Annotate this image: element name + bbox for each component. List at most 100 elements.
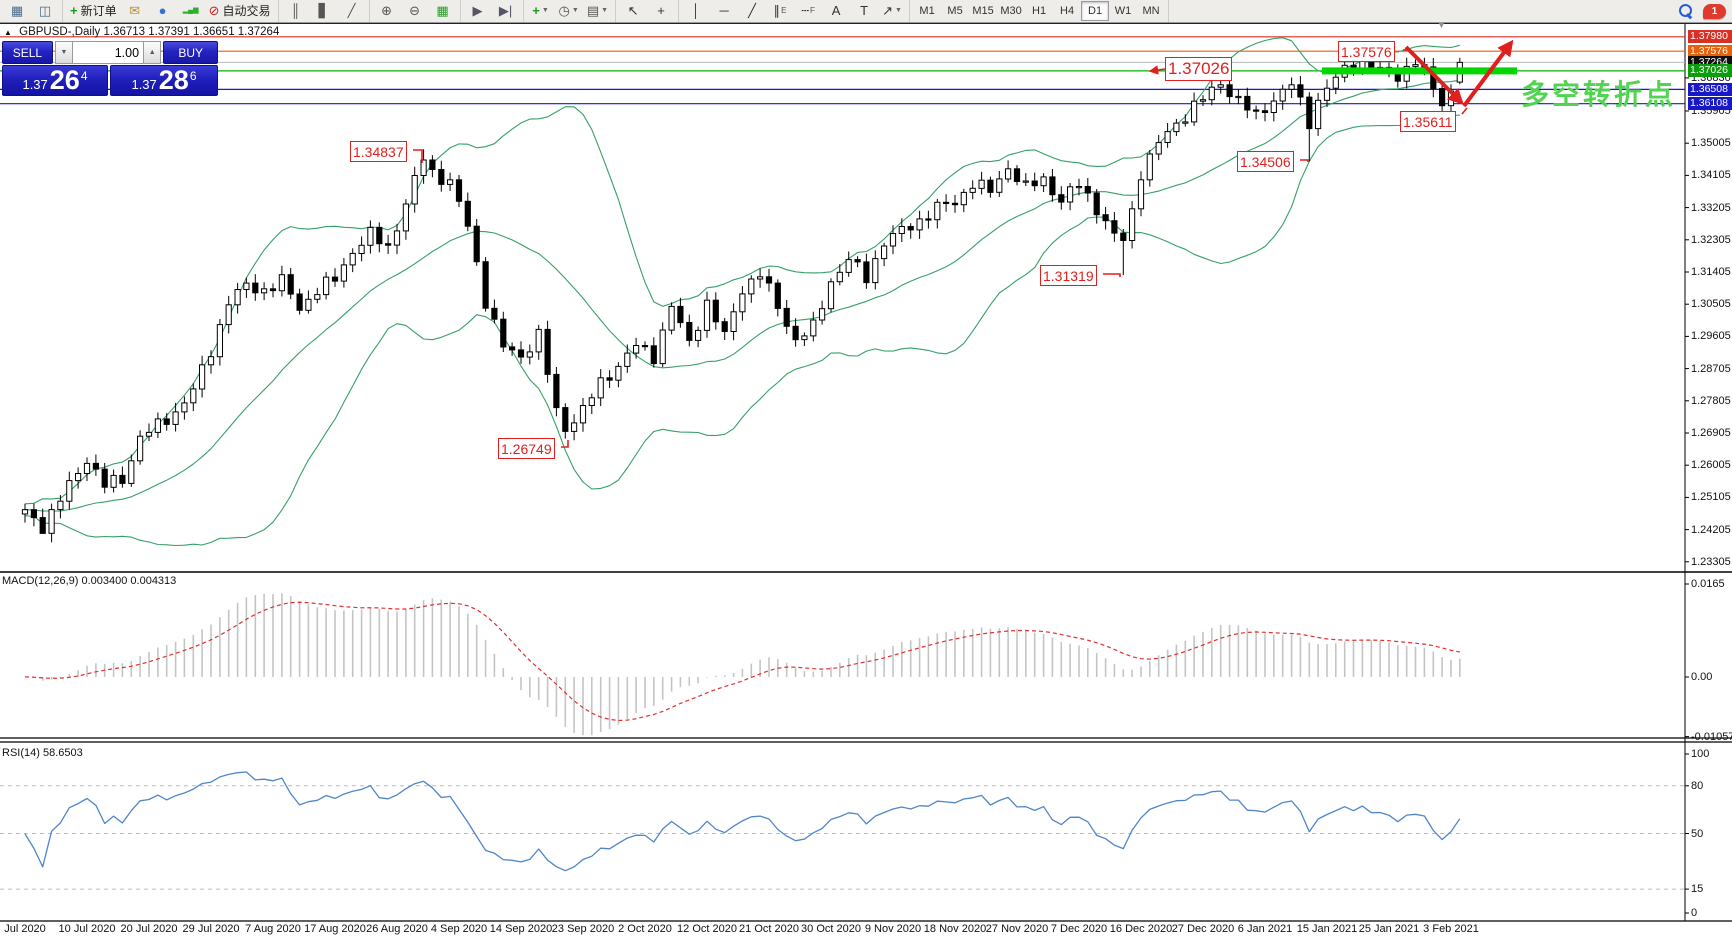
vertical-line-icon[interactable]: │ <box>683 1 709 21</box>
buy-price-sup: 6 <box>189 69 197 83</box>
timeframe-button-D1[interactable]: D1 <box>1081 1 1110 21</box>
auto-scroll-icon[interactable]: ▶ <box>465 1 491 21</box>
timeframe-button-M30[interactable]: M30 <box>1000 5 1022 17</box>
period-icon[interactable]: ◷ ▼ <box>558 3 579 18</box>
date-axis-label: 6 Jan 2021 <box>1237 923 1293 935</box>
add-indicator-icon[interactable]: + ▼ <box>532 3 549 18</box>
label-icon: T <box>860 3 869 18</box>
notification-badge[interactable]: 1 <box>1703 3 1726 19</box>
chart-preview-icon[interactable]: ◫ <box>32 1 58 21</box>
candlestick-icon: ▋ <box>318 3 329 18</box>
tile-windows-icon[interactable]: ▦ <box>430 1 456 21</box>
price-axis-tick: 1.29605 <box>1691 330 1731 343</box>
search-handle <box>1686 13 1693 20</box>
chart-area[interactable]: ▼ ▲ GBPUSD-,Daily 1.36713 1.37391 1.3665… <box>0 20 1732 940</box>
mail-icon[interactable]: ✉ <box>122 1 148 21</box>
price-axis-tick: 1.34105 <box>1691 169 1731 182</box>
symbol-marker-icon: ▲ <box>4 28 12 37</box>
fibonacci-icon[interactable]: ┄ F <box>801 3 815 18</box>
label-icon[interactable]: T <box>851 1 877 21</box>
toolbar-group: + 新订单 ✉ ● ▂▄▆ ⊘ 自动交易 <box>63 0 279 22</box>
price-line-tag[interactable]: 1.37576 <box>1688 44 1732 58</box>
price-axis-tick: 1.25105 <box>1691 491 1731 504</box>
timeframe-button-M1[interactable]: M1 <box>919 5 935 17</box>
channel-icon[interactable]: ∥ E <box>773 3 787 18</box>
timeframe-button-M5[interactable]: M5 <box>947 5 963 17</box>
line-chart-icon: ╱ <box>347 3 356 18</box>
macd-label: MACD(12,26,9) 0.003400 0.004313 <box>2 575 177 587</box>
date-axis-label: 2 Oct 2020 <box>618 923 672 935</box>
rsi-axis-tick: 15 <box>1691 883 1704 896</box>
price-axis-tick: 1.30505 <box>1691 298 1731 311</box>
signal-icon[interactable]: ▂▄▆ <box>178 1 204 21</box>
template-icon[interactable]: ▤ ▼ <box>586 3 609 18</box>
price-axis-tick: 1.23305 <box>1691 555 1731 568</box>
trendline-icon[interactable]: ╱ <box>739 1 765 21</box>
buy-price-quote[interactable]: 1.37 28 6 <box>110 65 218 96</box>
macd-axis-tick: 0.00 <box>1691 671 1713 683</box>
date-axis-label: 25 Jan 2021 <box>1358 923 1420 935</box>
new-chart-icon[interactable]: ▦ <box>4 1 30 21</box>
date-axis-label: 16 Dec 2020 <box>1109 923 1173 935</box>
volume-input[interactable] <box>73 41 144 64</box>
price-annotation: 1.34837 <box>350 141 407 162</box>
chart-canvas[interactable] <box>0 24 1732 940</box>
price-axis-tick: 1.27805 <box>1691 394 1731 407</box>
arrows-icon[interactable]: ↗ ▼ <box>882 3 902 18</box>
symbol-period-label: GBPUSD-,Daily <box>19 26 101 38</box>
price-annotation: 1.31319 <box>1040 265 1097 286</box>
price-line-tag[interactable]: 1.37026 <box>1688 64 1732 78</box>
one-click-trading-panel: SELL ▼ ▲ BUY 1.37 26 4 1.37 28 6 <box>2 41 218 96</box>
cursor-icon[interactable]: ↖ <box>620 1 646 21</box>
timeframe-button-MN[interactable]: MN <box>1142 5 1160 17</box>
sell-price-quote[interactable]: 1.37 26 4 <box>2 65 108 96</box>
fibonacci-icon: ┄ <box>801 3 810 18</box>
timeframe-button-W1[interactable]: W1 <box>1114 5 1132 17</box>
price-line-tag[interactable]: 1.36108 <box>1688 97 1732 111</box>
price-line-tag[interactable]: 1.37980 <box>1688 30 1732 44</box>
crosshair-icon[interactable]: + <box>648 1 674 21</box>
price-line-tag[interactable]: 1.36508 <box>1688 82 1732 96</box>
chart-shift-icon: ▶| <box>498 3 513 18</box>
date-axis-label: 27 Nov 2020 <box>985 923 1049 935</box>
timeframe-button-H1[interactable]: H1 <box>1032 5 1047 17</box>
date-axis-label: 7 Aug 2020 <box>245 923 301 935</box>
volume-decrease-button[interactable]: ▼ <box>54 41 74 64</box>
zoom-out-icon[interactable]: ⊖ <box>402 1 428 21</box>
price-annotation: 1.37576 <box>1338 41 1395 62</box>
autotrade-button: ⊘ <box>208 3 220 18</box>
timeframe-button-H4[interactable]: H4 <box>1060 5 1075 17</box>
date-axis-label: 30 Oct 2020 <box>801 923 861 935</box>
sell-button[interactable]: SELL <box>2 41 53 64</box>
toolbar-group: + ▼ ◷ ▼ ▤ ▼ <box>524 0 617 22</box>
add-indicator-icon: + <box>532 3 540 18</box>
community-icon[interactable]: ● <box>150 1 176 21</box>
rsi-axis-tick: 100 <box>1691 748 1710 760</box>
new-order-button[interactable]: + 新订单 <box>70 3 117 18</box>
line-chart-icon[interactable]: ╱ <box>339 1 365 21</box>
trendline-icon: ╱ <box>748 3 756 18</box>
period-icon: ◷ <box>558 3 570 18</box>
text-icon[interactable]: A <box>823 1 849 21</box>
buy-button[interactable]: BUY <box>163 41 218 64</box>
toolbar-group: │ ─ ╱ ∥ E ┄ F A T ↗ ▼ <box>679 0 911 22</box>
splitter-arrow-icon[interactable]: ▼ <box>1437 20 1446 30</box>
chart-shift-icon[interactable]: ▶| <box>493 1 519 21</box>
zoom-out-icon: ⊖ <box>409 3 420 18</box>
price-annotation: 1.35611 <box>1400 111 1456 132</box>
volume-increase-button[interactable]: ▲ <box>143 41 162 64</box>
autotrade-button[interactable]: ⊘ 自动交易 <box>208 3 271 18</box>
bar-chart-icon[interactable]: ║ <box>283 1 309 21</box>
horizontal-line-icon[interactable]: ─ <box>711 1 737 21</box>
template-icon: ▤ <box>586 3 600 18</box>
buy-price-small: 1.37 <box>131 77 157 92</box>
search-icon[interactable] <box>1679 4 1693 20</box>
zoom-in-icon[interactable]: ⊕ <box>374 1 400 21</box>
date-axis-label: 26 Aug 2020 <box>366 923 428 935</box>
price-annotation: 1.26749 <box>498 438 555 459</box>
timeframe-button-M15[interactable]: M15 <box>972 5 994 17</box>
toolbar: ▦ ◫ + 新订单 ✉ ● ▂▄▆ ⊘ 自动交易 ║ ▋ ╱ ⊕ ⊖ ▦ ▶ ▶| + ▼ ◷ ▼ ▤ ▼ ↖ + │ ─ ╱ ∥ E ┄ F… <box>0 0 1732 23</box>
candlestick-icon[interactable]: ▋ <box>311 1 337 21</box>
date-axis-label: 27 Dec 2020 <box>1171 923 1235 935</box>
price-annotation: 1.34506 <box>1237 151 1294 172</box>
